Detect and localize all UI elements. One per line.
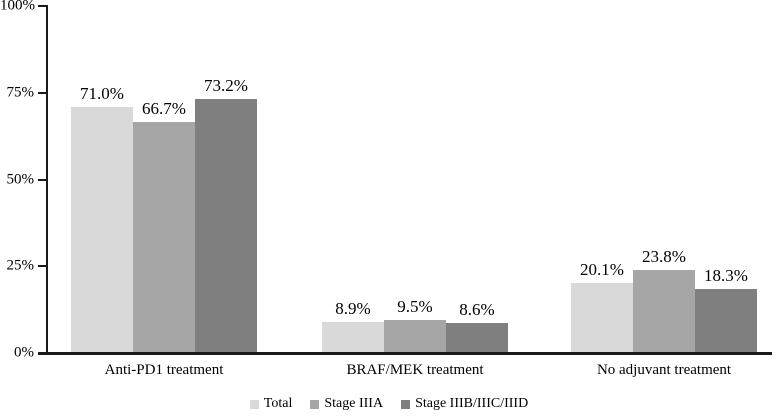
y-tick-label: 75%: [6, 84, 35, 101]
bar-stage-iiia: [133, 121, 195, 354]
value-label: 73.2%: [204, 75, 248, 95]
legend: Total Stage IIIA Stage IIIB/IIIC/IIID: [0, 394, 778, 414]
bar-total: [322, 322, 384, 354]
value-label: 8.9%: [335, 299, 371, 319]
value-label: 23.8%: [642, 247, 686, 267]
y-tick-label: 50%: [6, 171, 35, 187]
legend-label: Stage IIIB/IIIC/IIID: [415, 396, 529, 411]
value-label: 18.3%: [704, 266, 748, 286]
legend-swatch: [249, 399, 259, 409]
y-axis-line: [46, 5, 48, 354]
y-axis-tick: [38, 265, 46, 268]
legend-label: Total: [263, 396, 293, 411]
category-label: No adjuvant treatment: [596, 362, 732, 378]
bar-stage-iiia: [384, 320, 446, 354]
legend-label: Stage IIIA: [324, 396, 384, 411]
y-tick-label: 100%: [0, 0, 35, 14]
x-axis-line: [38, 352, 772, 355]
bar-stage-iiia: [633, 270, 695, 354]
value-label: 9.5%: [397, 297, 433, 317]
value-label: 8.6%: [459, 300, 495, 320]
value-label: 66.7%: [142, 98, 186, 118]
bar-stage-iiib-iiic-iiid: [195, 98, 257, 354]
legend-swatch: [401, 399, 411, 409]
legend-item: Stage IIIB/IIIC/IIID: [401, 396, 528, 412]
legend-swatch: [310, 399, 320, 409]
y-axis-tick: [38, 91, 46, 94]
category-label: BRAF/MEK treatment: [346, 362, 484, 378]
value-label: 20.1%: [580, 260, 624, 280]
y-tick-label: 25%: [6, 257, 35, 274]
legend-item: Total: [249, 396, 293, 412]
y-tick-label: 0%: [14, 344, 34, 361]
category-label: Anti-PD1 treatment: [104, 362, 224, 378]
legend-item: Stage IIIA: [310, 396, 383, 412]
y-axis-tick: [38, 178, 46, 181]
bar-stage-iiib-iiic-iiid: [695, 289, 757, 354]
bar-total: [71, 106, 133, 354]
y-axis-tick: [38, 5, 46, 7]
bar-total: [571, 283, 633, 354]
value-label: 71.0%: [80, 83, 124, 103]
bar-stage-iiib-iiic-iiid: [446, 323, 508, 354]
